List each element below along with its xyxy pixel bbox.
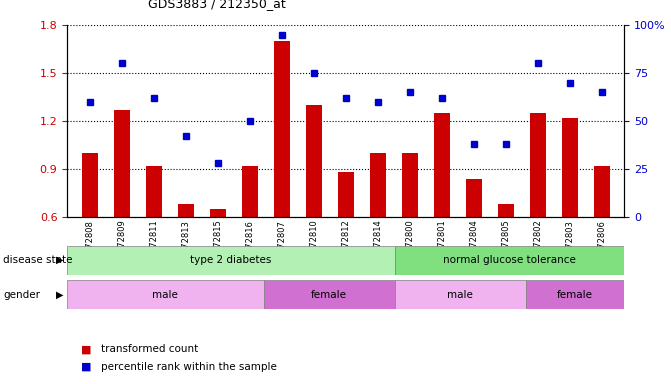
Bar	[305, 105, 321, 217]
Text: normal glucose tolerance: normal glucose tolerance	[443, 255, 576, 265]
Bar	[529, 113, 546, 217]
Text: percentile rank within the sample: percentile rank within the sample	[101, 362, 276, 372]
Bar	[264, 280, 395, 309]
Text: GDS3883 / 212350_at: GDS3883 / 212350_at	[148, 0, 285, 10]
Bar	[526, 280, 624, 309]
Bar	[395, 280, 526, 309]
Text: male: male	[448, 290, 473, 300]
Bar	[395, 246, 624, 275]
Text: ▶: ▶	[56, 290, 64, 300]
Bar	[401, 153, 417, 217]
Bar	[562, 118, 578, 217]
Bar	[594, 166, 610, 217]
Bar	[67, 280, 264, 309]
Bar	[209, 209, 225, 217]
Bar	[498, 204, 513, 217]
Text: disease state: disease state	[3, 255, 73, 265]
Text: ▶: ▶	[56, 255, 64, 265]
Text: type 2 diabetes: type 2 diabetes	[190, 255, 272, 265]
Bar	[466, 179, 482, 217]
Text: ■: ■	[81, 344, 91, 354]
Text: male: male	[152, 290, 178, 300]
Bar	[370, 153, 386, 217]
Text: female: female	[311, 290, 347, 300]
Text: gender: gender	[3, 290, 40, 300]
Bar	[338, 172, 354, 217]
Bar	[433, 113, 450, 217]
Bar	[113, 110, 130, 217]
Bar	[178, 204, 193, 217]
Text: transformed count: transformed count	[101, 344, 198, 354]
Text: ■: ■	[81, 362, 91, 372]
Text: female: female	[557, 290, 593, 300]
Bar	[67, 246, 395, 275]
Bar	[242, 166, 258, 217]
Bar	[274, 41, 290, 217]
Bar	[81, 153, 97, 217]
Bar	[146, 166, 162, 217]
